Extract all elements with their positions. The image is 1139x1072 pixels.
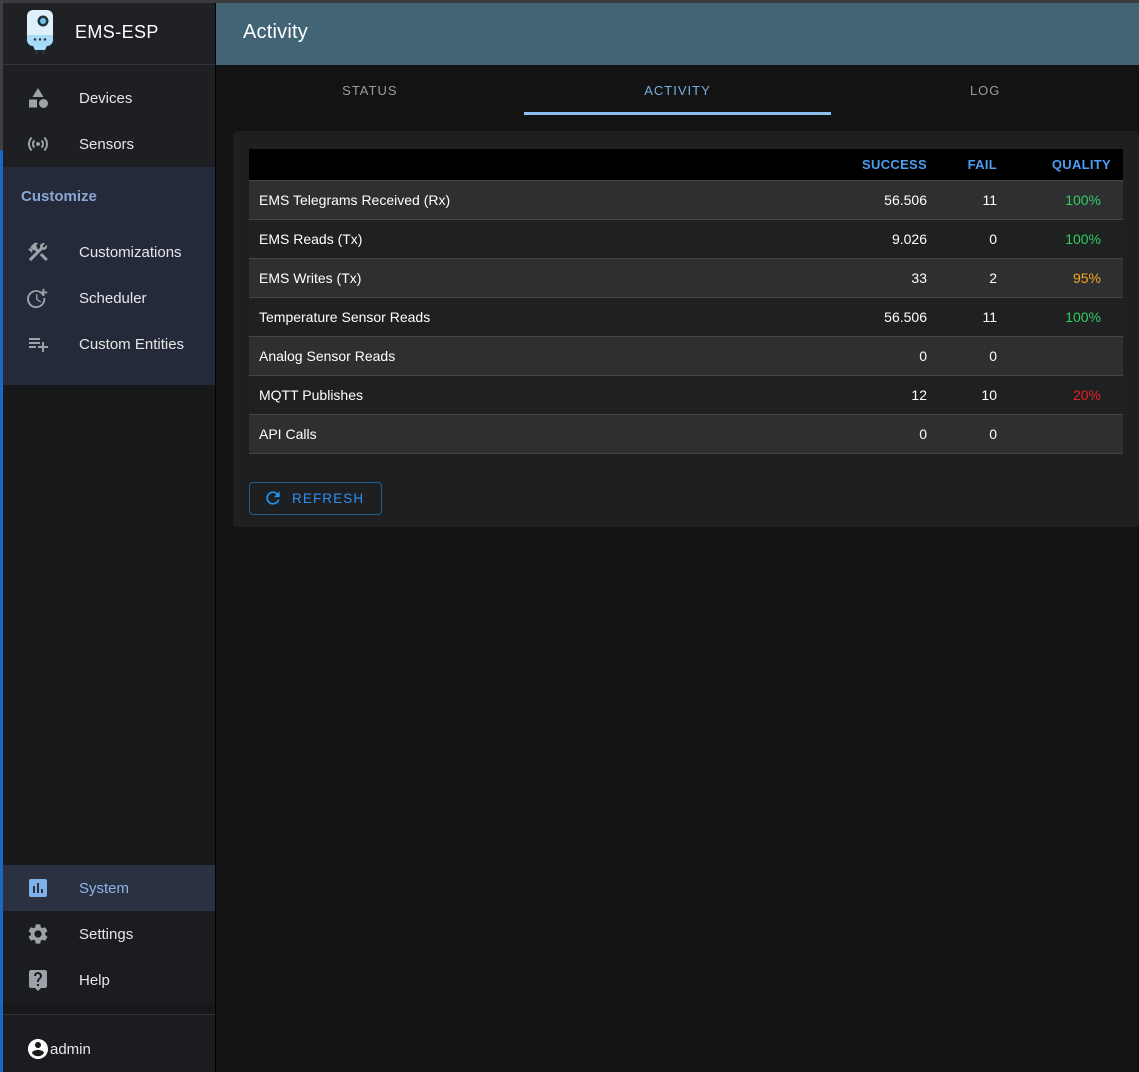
metric-fail: 11	[927, 179, 1003, 219]
metric-success: 33	[807, 257, 927, 297]
gear-icon	[26, 922, 50, 946]
sidebar-item-system[interactable]: System	[0, 865, 215, 911]
sidebar-item-label: Devices	[79, 89, 133, 107]
sidebar-item-label: Custom Entities	[79, 335, 185, 353]
sidebar-item-devices[interactable]: Devices	[0, 75, 215, 121]
user-name-label: admin	[50, 1040, 91, 1058]
metric-success: 56.506	[807, 296, 927, 336]
sidebar-item-label: System	[79, 879, 130, 897]
left-scroll-indicator	[0, 150, 3, 1072]
sidebar-item-customizations[interactable]: Customizations	[0, 229, 215, 275]
app-title: EMS-ESP	[75, 21, 159, 42]
table-row: MQTT Publishes 12 10 20%	[249, 374, 1123, 414]
sidebar-nav-top: Devices Sensors	[0, 65, 215, 167]
activity-table: SUCCESS FAIL QUALITY EMS Telegrams Recei…	[249, 149, 1123, 454]
metric-quality	[1003, 335, 1123, 375]
metric-success: 0	[807, 335, 927, 375]
metric-success: 9.026	[807, 218, 927, 258]
sidebar-nav-bottom: System Settings Help	[0, 865, 215, 1003]
metric-quality: 100%	[1003, 179, 1123, 219]
table-row: API Calls 0 0	[249, 413, 1123, 454]
sidebar-item-label: Settings	[79, 925, 134, 943]
customize-section-header: Customize	[21, 188, 97, 205]
app-bar: Activity	[216, 0, 1139, 65]
sidebar-user-block: admin	[0, 1015, 215, 1072]
sidebar: EMS-ESP Devices Sensors Customize	[0, 0, 216, 1072]
sidebar-item-label: Help	[79, 971, 110, 989]
metric-fail: 0	[927, 218, 1003, 258]
table-row: EMS Writes (Tx) 33 2 95%	[249, 257, 1123, 297]
tab-status[interactable]: STATUS	[342, 83, 398, 98]
page-title: Activity	[243, 21, 308, 43]
column-header-quality: QUALITY	[1003, 149, 1123, 180]
metric-quality: 20%	[1003, 374, 1123, 414]
sidebar-spacer	[0, 385, 215, 865]
sidebar-item-label: Scheduler	[79, 289, 147, 307]
main-content: Activity STATUS ACTIVITY LOG SUCCESS FAI…	[216, 0, 1139, 1072]
table-row: EMS Reads (Tx) 9.026 0 100%	[249, 218, 1123, 258]
metric-fail: 0	[927, 335, 1003, 375]
sensors-icon	[26, 132, 50, 156]
sidebar-item-help[interactable]: Help	[0, 957, 215, 1003]
metric-success: 0	[807, 413, 927, 454]
metric-fail: 0	[927, 413, 1003, 454]
metric-name: Analog Sensor Reads	[249, 335, 807, 375]
metric-name: API Calls	[249, 413, 807, 454]
column-header-success: SUCCESS	[807, 149, 927, 180]
table-row: Analog Sensor Reads 0 0	[249, 335, 1123, 375]
metric-quality	[1003, 413, 1123, 454]
user-menu-admin[interactable]: admin	[0, 1026, 215, 1072]
playlist-add-icon	[26, 332, 50, 356]
metric-name: EMS Writes (Tx)	[249, 257, 807, 297]
column-header-fail: FAIL	[927, 149, 1003, 180]
metric-success: 56.506	[807, 179, 927, 219]
top-edge-strip	[0, 0, 1139, 3]
metric-name: Temperature Sensor Reads	[249, 296, 807, 336]
metric-name: EMS Telegrams Received (Rx)	[249, 179, 807, 219]
metric-name: MQTT Publishes	[249, 374, 807, 414]
table-row: Temperature Sensor Reads 56.506 11 100%	[249, 296, 1123, 336]
construction-icon	[26, 240, 50, 264]
sidebar-item-sensors[interactable]: Sensors	[0, 121, 215, 167]
metric-quality: 95%	[1003, 257, 1123, 297]
sidebar-divider	[0, 1014, 215, 1015]
analytics-icon	[26, 876, 50, 900]
metric-fail: 10	[927, 374, 1003, 414]
tab-log[interactable]: LOG	[969, 83, 1001, 98]
activity-card: SUCCESS FAIL QUALITY EMS Telegrams Recei…	[233, 131, 1139, 527]
table-header-row: SUCCESS FAIL QUALITY	[249, 149, 1123, 180]
tab-activity[interactable]: ACTIVITY	[644, 83, 711, 98]
table-row: EMS Telegrams Received (Rx) 56.506 11 10…	[249, 179, 1123, 219]
active-tab-indicator	[523, 112, 832, 115]
sidebar-item-label: Sensors	[79, 135, 135, 153]
tab-bar: STATUS ACTIVITY LOG	[216, 65, 1139, 116]
column-header-name	[249, 149, 807, 180]
left-edge-strip	[0, 0, 3, 150]
metric-fail: 11	[927, 296, 1003, 336]
ems-esp-logo-icon	[27, 10, 53, 54]
refresh-button[interactable]: REFRESH	[249, 481, 383, 515]
sidebar-item-custom-entities[interactable]: Custom Entities	[0, 321, 215, 367]
account-circle-icon	[26, 1037, 50, 1061]
category-icon	[26, 86, 50, 110]
metric-name: EMS Reads (Tx)	[249, 218, 807, 258]
sidebar-customize-group: Customize Customizations Scheduler Custo…	[0, 167, 215, 385]
sidebar-item-label: Customizations	[79, 243, 182, 261]
metric-quality: 100%	[1003, 218, 1123, 258]
sidebar-item-scheduler[interactable]: Scheduler	[0, 275, 215, 321]
refresh-icon	[266, 491, 280, 505]
help-icon	[26, 968, 50, 992]
more-time-icon	[26, 286, 50, 310]
refresh-button-label: REFRESH	[292, 490, 365, 506]
metric-success: 12	[807, 374, 927, 414]
metric-fail: 2	[927, 257, 1003, 297]
sidebar-item-settings[interactable]: Settings	[0, 911, 215, 957]
metric-quality: 100%	[1003, 296, 1123, 336]
sidebar-header: EMS-ESP	[0, 0, 215, 65]
